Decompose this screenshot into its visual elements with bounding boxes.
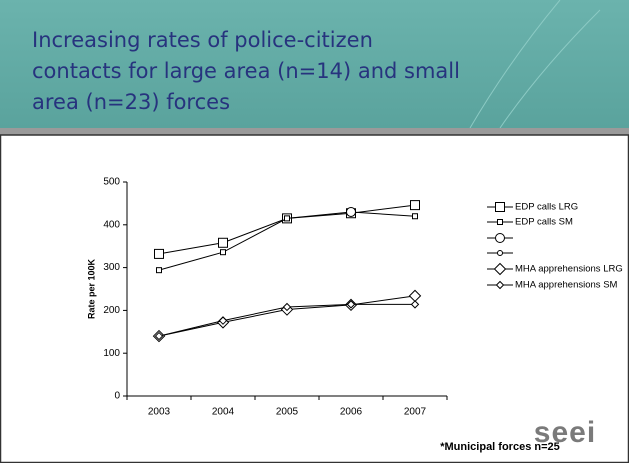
marker bbox=[346, 206, 356, 217]
legend-marker bbox=[495, 233, 505, 243]
x-tick-label: 2004 bbox=[212, 407, 235, 418]
legend-marker bbox=[497, 219, 503, 225]
title-line: Increasing rates of police-citizen bbox=[32, 28, 373, 52]
legend-marker bbox=[495, 202, 505, 212]
marker bbox=[220, 249, 226, 256]
y-tick-label: 100 bbox=[103, 348, 120, 359]
y-tick-label: 0 bbox=[114, 391, 120, 402]
x-tick-label: 2005 bbox=[276, 407, 299, 418]
y-tick-label: 400 bbox=[103, 219, 120, 230]
title-line: contacts for large area (n=14) and small bbox=[32, 59, 460, 83]
legend-label: MHA apprehensions LRG bbox=[515, 264, 623, 275]
marker bbox=[410, 200, 420, 211]
marker bbox=[218, 237, 228, 248]
marker bbox=[154, 331, 164, 341]
header-band bbox=[0, 0, 629, 128]
header-decoration bbox=[469, 0, 601, 129]
marker bbox=[284, 215, 290, 222]
marker bbox=[410, 300, 420, 309]
marker bbox=[412, 213, 418, 220]
footnote: *Municipal forces n=25 bbox=[440, 441, 560, 453]
legend-marker bbox=[497, 250, 503, 256]
legend-marker bbox=[495, 280, 505, 290]
x-tick-label: 2006 bbox=[340, 407, 363, 418]
x-tick-label: 2003 bbox=[148, 407, 171, 418]
x-tick-label: 2007 bbox=[404, 407, 427, 418]
legend-label: MHA apprehensions SM bbox=[515, 280, 618, 291]
marker bbox=[282, 302, 292, 312]
y-tick-label: 300 bbox=[103, 262, 120, 273]
marker bbox=[154, 248, 164, 259]
y-tick-label: 200 bbox=[103, 305, 120, 316]
logo: seei bbox=[534, 416, 596, 449]
marker bbox=[218, 316, 228, 325]
marker bbox=[156, 267, 162, 274]
legend-label: EDP calls LRG bbox=[515, 202, 578, 213]
y-tick-label: 500 bbox=[103, 177, 120, 188]
marker bbox=[346, 300, 356, 309]
legend-marker bbox=[493, 262, 507, 276]
y-axis-label: Rate per 100K bbox=[86, 258, 96, 319]
legend-label: EDP calls SM bbox=[515, 217, 573, 228]
title-line: area (n=23) forces bbox=[32, 90, 230, 114]
header-stripe bbox=[0, 128, 629, 135]
